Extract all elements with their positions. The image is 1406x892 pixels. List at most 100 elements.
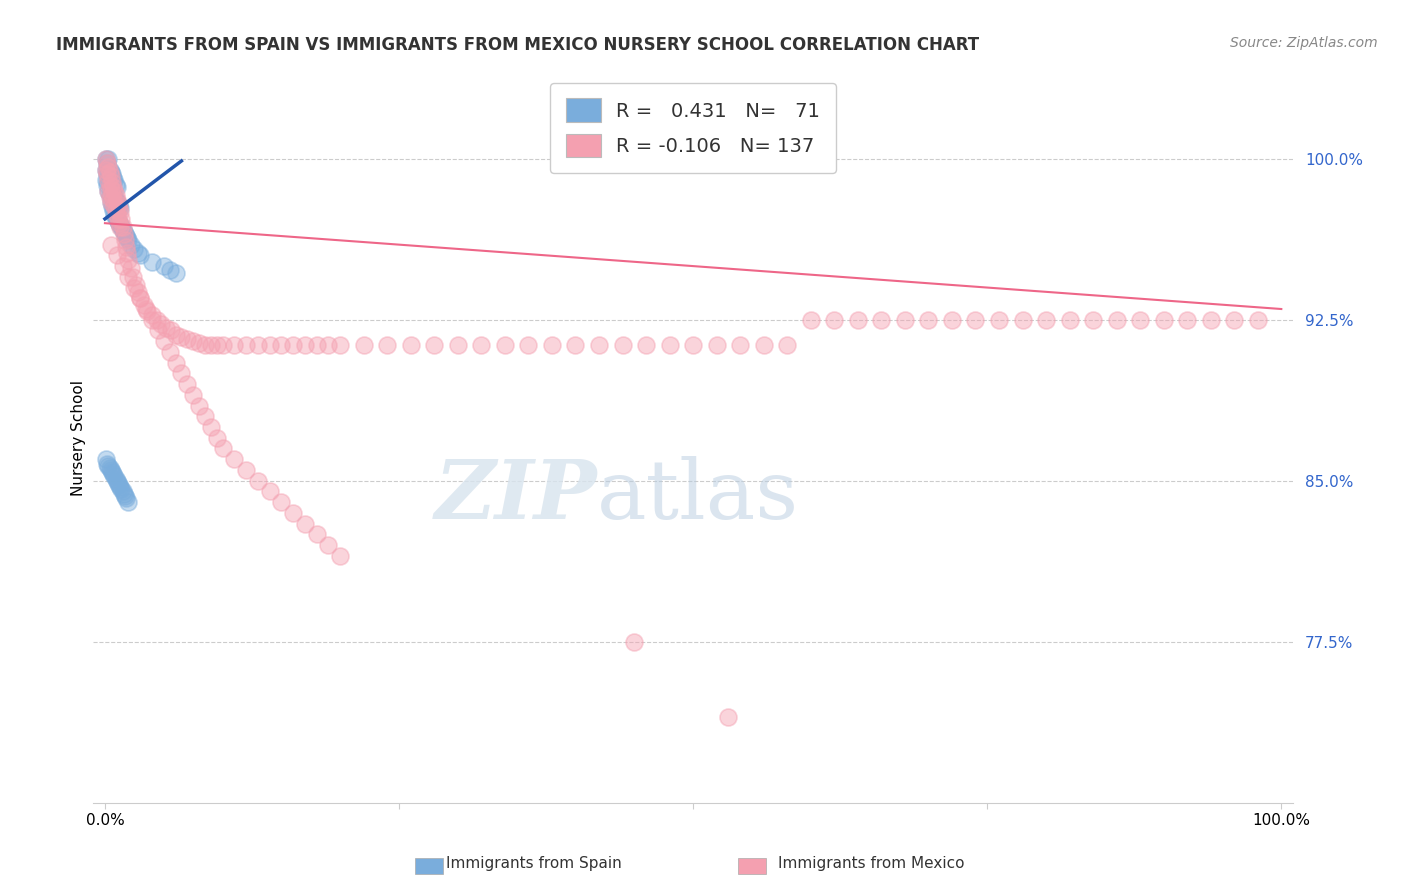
- Point: [96, 156, 118, 170]
- Point: [141, 312, 163, 326]
- Point: [96, 457, 118, 471]
- Point: [941, 312, 963, 326]
- Point: [188, 399, 211, 413]
- Point: [200, 420, 222, 434]
- Point: [612, 338, 634, 352]
- Point: [110, 480, 132, 494]
- Point: [114, 227, 136, 241]
- Point: [115, 240, 138, 254]
- Point: [188, 336, 211, 351]
- Legend: R =   0.431   N=   71, R = -0.106   N= 137: R = 0.431 N= 71, R = -0.106 N= 137: [550, 83, 837, 173]
- Point: [101, 188, 124, 202]
- Point: [1223, 312, 1246, 326]
- Point: [101, 467, 124, 482]
- Point: [447, 338, 470, 352]
- Point: [1175, 312, 1198, 326]
- Point: [752, 338, 775, 352]
- Point: [111, 220, 134, 235]
- Point: [159, 345, 181, 359]
- Point: [120, 237, 142, 252]
- Point: [110, 482, 132, 496]
- Point: [1129, 312, 1152, 326]
- Point: [94, 162, 117, 177]
- Point: [108, 478, 131, 492]
- Point: [235, 338, 257, 352]
- Point: [152, 259, 174, 273]
- Point: [97, 152, 120, 166]
- Point: [111, 484, 134, 499]
- Point: [170, 367, 193, 381]
- Point: [176, 377, 198, 392]
- Point: [110, 201, 132, 215]
- Point: [658, 338, 681, 352]
- Point: [159, 263, 181, 277]
- Point: [141, 255, 163, 269]
- Point: [104, 471, 127, 485]
- Point: [170, 330, 193, 344]
- Point: [541, 338, 564, 352]
- Point: [101, 175, 124, 189]
- Point: [135, 301, 157, 316]
- Point: [129, 291, 152, 305]
- Point: [105, 474, 128, 488]
- Point: [94, 452, 117, 467]
- Text: Immigrants from Mexico: Immigrants from Mexico: [779, 856, 965, 871]
- Point: [101, 203, 124, 218]
- Point: [110, 219, 132, 233]
- Point: [101, 184, 124, 198]
- Point: [104, 193, 127, 207]
- Point: [94, 152, 117, 166]
- Point: [108, 216, 131, 230]
- Point: [110, 211, 132, 226]
- Point: [105, 193, 128, 207]
- Point: [117, 246, 139, 260]
- Point: [112, 227, 135, 241]
- Point: [117, 252, 139, 267]
- Point: [636, 338, 658, 352]
- Point: [124, 278, 146, 293]
- Point: [96, 178, 118, 192]
- Point: [114, 489, 136, 503]
- Point: [101, 193, 124, 207]
- Point: [98, 162, 121, 177]
- Point: [494, 338, 516, 352]
- Point: [988, 312, 1011, 326]
- Point: [917, 312, 939, 326]
- Point: [470, 338, 492, 352]
- Point: [159, 323, 181, 337]
- Point: [115, 229, 138, 244]
- Point: [894, 312, 917, 326]
- Point: [104, 178, 127, 192]
- Point: [105, 248, 128, 262]
- Point: [97, 162, 120, 177]
- Point: [305, 338, 328, 352]
- Point: [318, 338, 340, 352]
- Point: [96, 167, 118, 181]
- Point: [98, 164, 121, 178]
- Point: [94, 152, 117, 166]
- Point: [375, 338, 398, 352]
- Point: [103, 469, 125, 483]
- Point: [728, 338, 751, 352]
- Point: [150, 317, 173, 331]
- Point: [283, 338, 305, 352]
- Point: [270, 338, 292, 352]
- Text: ZIP: ZIP: [434, 456, 598, 536]
- Point: [246, 474, 269, 488]
- Point: [270, 495, 292, 509]
- Point: [97, 161, 120, 175]
- Point: [1153, 312, 1175, 326]
- Point: [107, 475, 129, 490]
- Point: [717, 709, 740, 723]
- Point: [105, 179, 128, 194]
- Point: [870, 312, 893, 326]
- Point: [682, 338, 704, 352]
- Point: [124, 242, 146, 256]
- Point: [114, 233, 136, 247]
- Point: [176, 332, 198, 346]
- Point: [120, 261, 142, 276]
- Point: [100, 182, 122, 196]
- Point: [329, 549, 352, 563]
- Point: [235, 463, 257, 477]
- Point: [117, 269, 139, 284]
